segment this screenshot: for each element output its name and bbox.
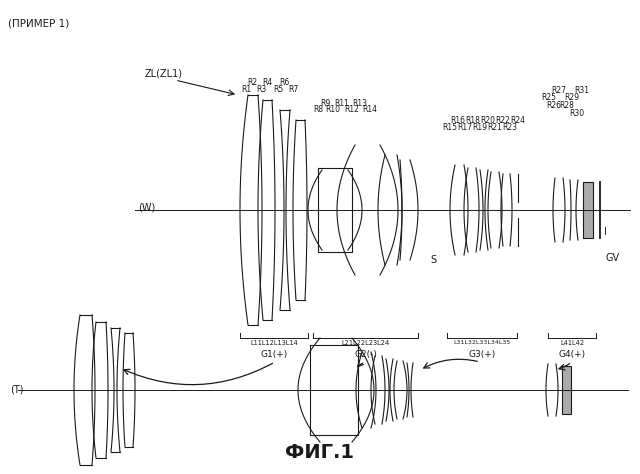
Text: (T): (T) <box>10 385 24 395</box>
Text: G2(-): G2(-) <box>354 350 377 359</box>
Text: R28: R28 <box>559 101 575 110</box>
Bar <box>583 182 593 238</box>
Text: R26: R26 <box>547 101 561 110</box>
Text: R1: R1 <box>241 85 251 94</box>
Text: R5: R5 <box>273 85 283 94</box>
Text: R24: R24 <box>511 116 525 125</box>
Text: G4(+): G4(+) <box>559 350 586 359</box>
Text: R6: R6 <box>279 78 289 87</box>
Text: L31L32L33L34L35: L31L32L33L34L35 <box>453 340 511 345</box>
Text: R15: R15 <box>442 123 458 132</box>
Text: GV: GV <box>606 253 620 263</box>
Text: R10: R10 <box>326 105 340 114</box>
Text: L21L22L23L24: L21L22L23L24 <box>341 340 390 346</box>
Text: R12: R12 <box>344 105 360 114</box>
Text: R13: R13 <box>353 99 367 108</box>
Text: R21: R21 <box>488 123 502 132</box>
Text: R2: R2 <box>247 78 257 87</box>
Text: R25: R25 <box>541 93 557 102</box>
Text: R22: R22 <box>495 116 511 125</box>
Text: R31: R31 <box>575 86 589 95</box>
Text: R7: R7 <box>288 85 298 94</box>
Text: R8: R8 <box>313 105 323 114</box>
Bar <box>562 366 571 414</box>
Text: R20: R20 <box>481 116 495 125</box>
Text: R19: R19 <box>472 123 488 132</box>
Text: ZL(ZL1): ZL(ZL1) <box>145 68 183 78</box>
Text: R4: R4 <box>262 78 272 87</box>
Text: R27: R27 <box>552 86 566 95</box>
Text: G1(+): G1(+) <box>260 350 287 359</box>
Text: S: S <box>430 255 436 265</box>
Text: R11: R11 <box>335 99 349 108</box>
Text: (W): (W) <box>138 203 156 213</box>
Text: R9: R9 <box>320 99 330 108</box>
Text: R3: R3 <box>256 85 266 94</box>
Text: R14: R14 <box>362 105 378 114</box>
Text: R30: R30 <box>570 109 584 118</box>
Text: R29: R29 <box>564 93 579 102</box>
Text: G3(+): G3(+) <box>468 350 495 359</box>
Text: I: I <box>604 227 607 237</box>
Text: L41L42: L41L42 <box>560 340 584 346</box>
Text: R17: R17 <box>458 123 472 132</box>
Text: ФИГ.1: ФИГ.1 <box>285 443 355 462</box>
Text: R23: R23 <box>502 123 518 132</box>
Text: (ПРИМЕР 1): (ПРИМЕР 1) <box>8 18 69 28</box>
Text: L11L12L13L14: L11L12L13L14 <box>250 340 298 346</box>
Text: R16: R16 <box>451 116 465 125</box>
Text: R18: R18 <box>465 116 481 125</box>
